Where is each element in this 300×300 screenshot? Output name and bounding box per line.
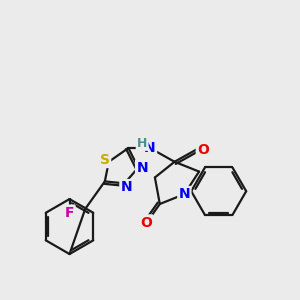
Text: N: N: [136, 161, 148, 175]
Text: N: N: [144, 141, 156, 155]
Text: O: O: [140, 216, 152, 230]
Text: F: F: [65, 206, 74, 220]
Text: O: O: [197, 143, 209, 157]
Text: N: N: [178, 187, 190, 201]
Text: N: N: [121, 180, 132, 194]
Text: H: H: [137, 136, 147, 150]
Text: S: S: [100, 153, 110, 167]
